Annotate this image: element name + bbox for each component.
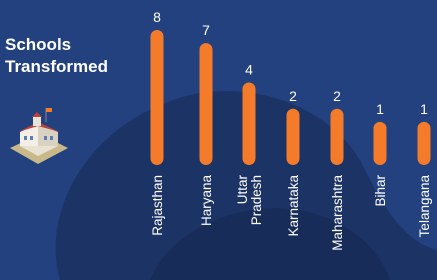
- x-tick-label: Telangana: [417, 175, 432, 238]
- value-label: 7: [202, 22, 210, 38]
- bar: [331, 109, 344, 165]
- x-tick-label: Karnataka: [286, 175, 301, 237]
- bar: [151, 30, 164, 165]
- x-tick-label: Haryana: [199, 175, 214, 227]
- bar: [287, 109, 300, 165]
- bar: [243, 83, 256, 166]
- value-label: 1: [376, 101, 384, 117]
- x-tick-label: Rajasthan: [150, 175, 165, 236]
- value-label: 4: [245, 62, 253, 78]
- x-tick-label: Bihar: [373, 174, 388, 206]
- x-tick-label: Maharashtra: [330, 175, 345, 251]
- value-label: 2: [333, 88, 341, 104]
- value-label: 8: [153, 9, 161, 25]
- bar: [200, 43, 213, 165]
- value-label: 1: [420, 101, 428, 117]
- chart: SchoolsTransformed 8Rajasthan7Haryana4Ut…: [0, 0, 437, 280]
- value-label: 2: [289, 88, 297, 104]
- bar: [374, 122, 387, 165]
- bar: [418, 122, 431, 165]
